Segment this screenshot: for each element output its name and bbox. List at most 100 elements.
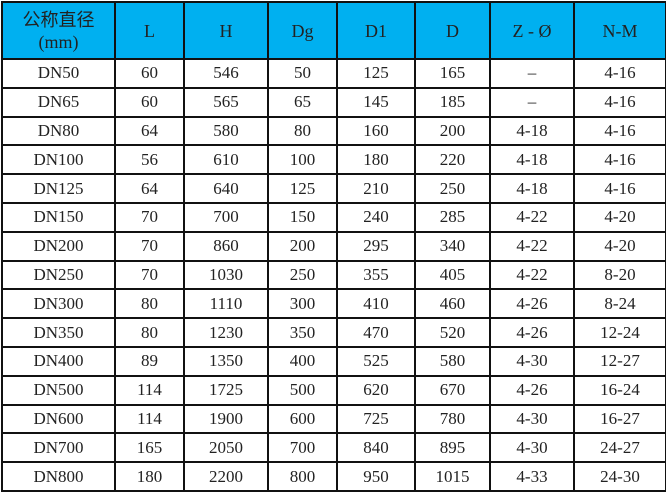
table-row: DN250 70 1030 250 355 405 4-22 8-20 <box>1 259 666 291</box>
cell-h: 1725 <box>183 374 269 406</box>
cell-dg: 125 <box>267 173 338 204</box>
cell-n-m: 4-16 <box>573 58 666 89</box>
cell-z-phi: 4-30 <box>489 432 575 464</box>
cell-l: 64 <box>114 115 185 147</box>
cell-n-m: 4-16 <box>573 173 666 204</box>
cell-n-m: 12-27 <box>573 345 666 377</box>
cell-h: 1350 <box>183 345 269 377</box>
cell-l: 165 <box>114 432 185 464</box>
cell-h: 580 <box>183 115 269 147</box>
cell-dg: 600 <box>267 403 338 435</box>
cell-n-m: 4-20 <box>573 230 666 262</box>
cell-n-m: 4-16 <box>573 144 666 176</box>
table-row: DN50 60 546 50 125 165–4-16 <box>1 58 666 89</box>
header-nominal-diameter: 公称直径 (mm) <box>1 1 116 60</box>
cell-d1: 240 <box>336 201 416 233</box>
header-n-m: N-M <box>573 1 666 60</box>
cell-l: 114 <box>114 374 185 406</box>
cell-nominal-diameter: DN350 <box>1 317 116 348</box>
cell-dg: 300 <box>267 288 338 320</box>
cell-d1: 620 <box>336 374 416 406</box>
header-h: H <box>183 1 269 60</box>
cell-d: 895 <box>414 432 491 464</box>
cell-d1: 295 <box>336 230 416 262</box>
table-row: DN500 114 1725 500 620 670 4-26 16-24 <box>1 374 666 406</box>
cell-dg: 700 <box>267 432 338 464</box>
cell-dg: 50 <box>267 58 338 89</box>
cell-n-m: 16-27 <box>573 403 666 435</box>
cell-nominal-diameter: DN300 <box>1 288 116 320</box>
cell-z-phi: 4-22 <box>489 230 575 262</box>
cell-h: 700 <box>183 201 269 233</box>
cell-d1: 470 <box>336 317 416 348</box>
cell-l: 89 <box>114 345 185 377</box>
header-l: L <box>114 1 185 60</box>
cell-z-phi: 4-33 <box>489 461 575 492</box>
table-row: DN350 80 1230 350 470 520 4-26 12-24 <box>1 317 666 348</box>
cell-h: 546 <box>183 58 269 89</box>
cell-d: 780 <box>414 403 491 435</box>
cell-d: 250 <box>414 173 491 204</box>
cell-nominal-diameter: DN500 <box>1 374 116 406</box>
table-row: DN300 80 1110 300 410 460 4-26 8-24 <box>1 288 666 320</box>
cell-nominal-diameter: DN50 <box>1 58 116 89</box>
table-row: DN65 60 565 65 145 185–4-16 <box>1 86 666 118</box>
cell-nominal-diameter: DN125 <box>1 173 116 204</box>
cell-dg: 150 <box>267 201 338 233</box>
cell-n-m: 4-16 <box>573 115 666 147</box>
cell-dg: 250 <box>267 259 338 291</box>
table-row: DN700 165 2050 700 840 895 4-30 24-27 <box>1 432 666 464</box>
cell-z-phi: 4-26 <box>489 317 575 348</box>
cell-d1: 725 <box>336 403 416 435</box>
cell-d1: 210 <box>336 173 416 204</box>
cell-h: 2200 <box>183 461 269 492</box>
header-dg: Dg <box>267 1 338 60</box>
cell-h: 610 <box>183 144 269 176</box>
cell-h: 1030 <box>183 259 269 291</box>
cell-d1: 840 <box>336 432 416 464</box>
cell-n-m: 24-27 <box>573 432 666 464</box>
cell-z-phi: 4-18 <box>489 173 575 204</box>
cell-d1: 160 <box>336 115 416 147</box>
cell-z-phi: 4-22 <box>489 201 575 233</box>
table-row: DN600 114 1900 600 725 780 4-30 16-27 <box>1 403 666 435</box>
cell-d1: 125 <box>336 58 416 89</box>
cell-d: 200 <box>414 115 491 147</box>
cell-d1: 410 <box>336 288 416 320</box>
cell-n-m: 16-24 <box>573 374 666 406</box>
cell-d1: 145 <box>336 86 416 118</box>
cell-z-phi: – <box>489 86 575 118</box>
cell-h: 2050 <box>183 432 269 464</box>
cell-n-m: 8-24 <box>573 288 666 320</box>
header-z-phi: Z - Ø <box>489 1 575 60</box>
cell-h: 1900 <box>183 403 269 435</box>
cell-nominal-diameter: DN150 <box>1 201 116 233</box>
cell-nominal-diameter: DN600 <box>1 403 116 435</box>
cell-h: 860 <box>183 230 269 262</box>
cell-d: 220 <box>414 144 491 176</box>
cell-z-phi: 4-26 <box>489 288 575 320</box>
cell-nominal-diameter: DN100 <box>1 144 116 176</box>
cell-nominal-diameter: DN65 <box>1 86 116 118</box>
cell-l: 114 <box>114 403 185 435</box>
cell-l: 60 <box>114 86 185 118</box>
cell-dg: 400 <box>267 345 338 377</box>
cell-l: 180 <box>114 461 185 492</box>
cell-z-phi: – <box>489 58 575 89</box>
cell-n-m: 4-16 <box>573 86 666 118</box>
cell-h: 565 <box>183 86 269 118</box>
cell-z-phi: 4-18 <box>489 144 575 176</box>
cell-d: 185 <box>414 86 491 118</box>
cell-d: 580 <box>414 345 491 377</box>
cell-n-m: 24-30 <box>573 461 666 492</box>
table-row: DN80 64 580 80 160 200 4-18 4-16 <box>1 115 666 147</box>
cell-nominal-diameter: DN200 <box>1 230 116 262</box>
cell-d: 340 <box>414 230 491 262</box>
cell-l: 80 <box>114 317 185 348</box>
cell-l: 80 <box>114 288 185 320</box>
cell-l: 56 <box>114 144 185 176</box>
header-nominal-diameter-line2: (mm) <box>38 31 79 52</box>
cell-d: 405 <box>414 259 491 291</box>
cell-l: 60 <box>114 58 185 89</box>
